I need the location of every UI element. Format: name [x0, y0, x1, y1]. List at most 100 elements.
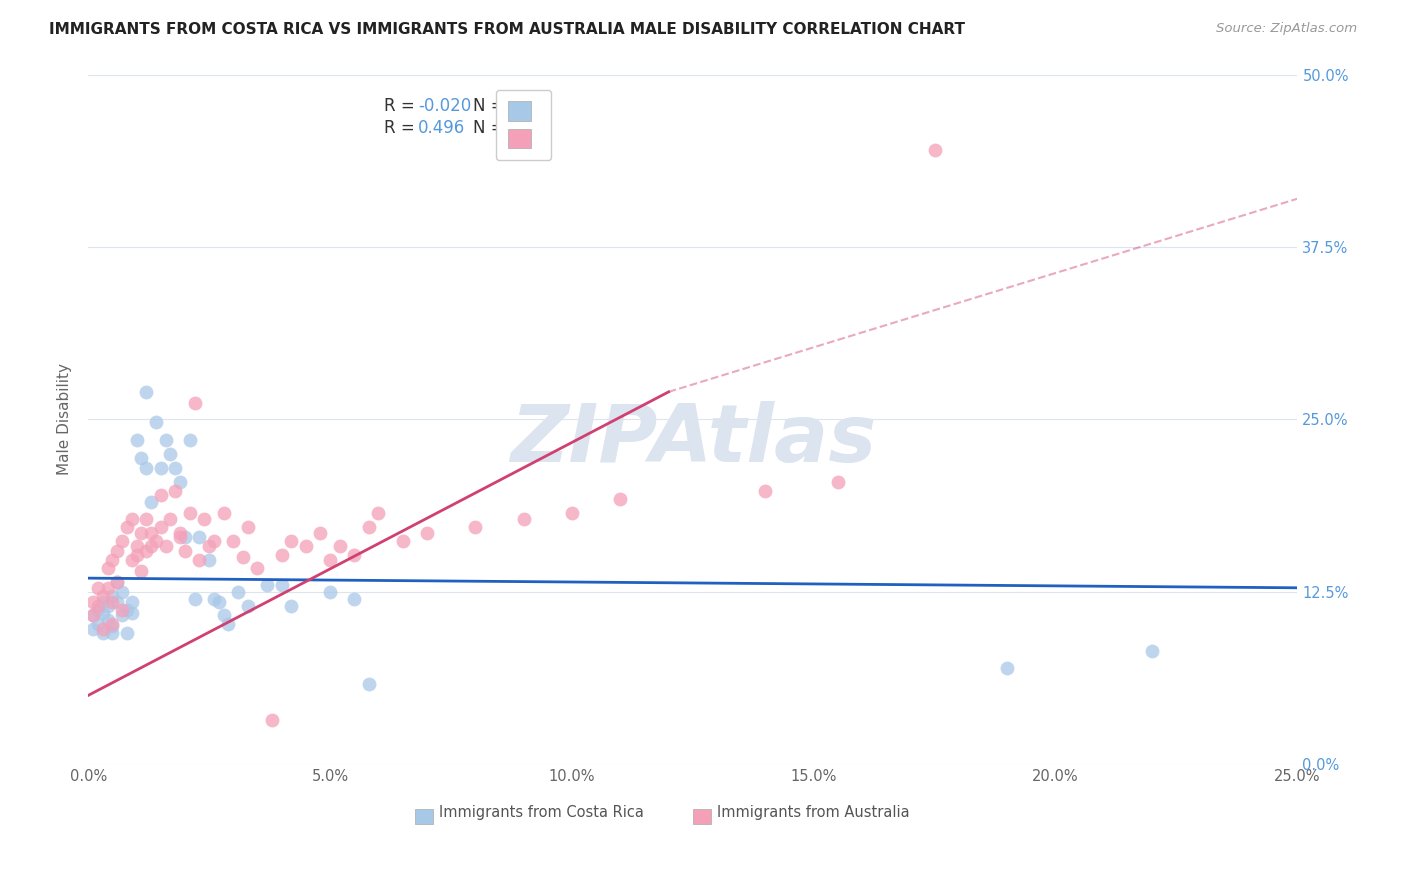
Point	[198, 540, 221, 554]
Point	[125, 548, 148, 562]
Point	[246, 561, 269, 575]
Point	[115, 603, 138, 617]
Point	[561, 506, 583, 520]
Point	[236, 520, 259, 534]
Text: N =: N =	[472, 96, 509, 114]
Y-axis label: Male Disability: Male Disability	[58, 363, 72, 475]
Point	[139, 540, 162, 554]
Point	[91, 622, 114, 636]
Point	[159, 512, 181, 526]
Point	[121, 606, 143, 620]
FancyBboxPatch shape	[693, 808, 711, 823]
Text: 50: 50	[496, 96, 517, 114]
Text: Immigrants from Australia: Immigrants from Australia	[717, 805, 910, 820]
Point	[121, 553, 143, 567]
Legend: , : ,	[496, 90, 551, 160]
Point	[111, 585, 134, 599]
Text: ZIPAtlas: ZIPAtlas	[510, 401, 876, 479]
Point	[319, 553, 342, 567]
Point	[155, 540, 177, 554]
Point	[82, 608, 104, 623]
Point	[179, 433, 201, 447]
Point	[121, 512, 143, 526]
Point	[343, 548, 366, 562]
Point	[101, 626, 124, 640]
Point	[202, 533, 225, 548]
Point	[165, 484, 187, 499]
Text: N =: N =	[472, 120, 509, 137]
Point	[165, 460, 187, 475]
Point	[101, 589, 124, 603]
Point	[96, 581, 118, 595]
Point	[212, 506, 235, 520]
Point	[169, 530, 191, 544]
Point	[827, 475, 849, 489]
Point	[280, 533, 302, 548]
Point	[217, 616, 239, 631]
Point	[87, 599, 110, 613]
Point	[91, 589, 114, 603]
Point	[174, 543, 197, 558]
Text: Source: ZipAtlas.com: Source: ZipAtlas.com	[1216, 22, 1357, 36]
Point	[101, 553, 124, 567]
Point	[232, 550, 254, 565]
Point	[101, 619, 124, 633]
Point	[135, 512, 157, 526]
Point	[270, 578, 292, 592]
Point	[343, 591, 366, 606]
Text: R =: R =	[384, 120, 420, 137]
Point	[91, 626, 114, 640]
Point	[295, 540, 318, 554]
Point	[222, 533, 245, 548]
Point	[111, 603, 134, 617]
Point	[270, 548, 292, 562]
Point	[149, 460, 172, 475]
Text: Immigrants from Costa Rica: Immigrants from Costa Rica	[439, 805, 644, 820]
Point	[105, 575, 128, 590]
Point	[202, 591, 225, 606]
Point	[135, 543, 157, 558]
Point	[91, 594, 114, 608]
Point	[198, 553, 221, 567]
Point	[193, 512, 215, 526]
Point	[87, 616, 110, 631]
Point	[159, 447, 181, 461]
Point	[319, 585, 342, 599]
Point	[101, 616, 124, 631]
Point	[236, 599, 259, 613]
Point	[105, 575, 128, 590]
Point	[169, 475, 191, 489]
Point	[101, 594, 124, 608]
Point	[149, 520, 172, 534]
Point	[179, 506, 201, 520]
Point	[155, 433, 177, 447]
Point	[309, 525, 332, 540]
Point	[924, 144, 946, 158]
Text: R =: R =	[384, 96, 420, 114]
Point	[105, 543, 128, 558]
Point	[260, 713, 283, 727]
Point	[135, 384, 157, 399]
Point	[754, 484, 776, 499]
Point	[96, 599, 118, 613]
Point	[145, 415, 167, 429]
Point	[609, 492, 631, 507]
Point	[1142, 644, 1164, 658]
Point	[208, 594, 231, 608]
FancyBboxPatch shape	[415, 808, 433, 823]
Point	[125, 540, 148, 554]
Point	[131, 451, 153, 466]
Point	[115, 626, 138, 640]
Point	[357, 677, 380, 691]
Point	[183, 591, 205, 606]
Point	[135, 460, 157, 475]
Point	[188, 530, 211, 544]
Point	[111, 533, 134, 548]
Point	[416, 525, 439, 540]
Point	[115, 520, 138, 534]
Point	[111, 608, 134, 623]
Point	[512, 512, 534, 526]
Point	[105, 594, 128, 608]
Point	[280, 599, 302, 613]
Text: IMMIGRANTS FROM COSTA RICA VS IMMIGRANTS FROM AUSTRALIA MALE DISABILITY CORRELAT: IMMIGRANTS FROM COSTA RICA VS IMMIGRANTS…	[49, 22, 965, 37]
